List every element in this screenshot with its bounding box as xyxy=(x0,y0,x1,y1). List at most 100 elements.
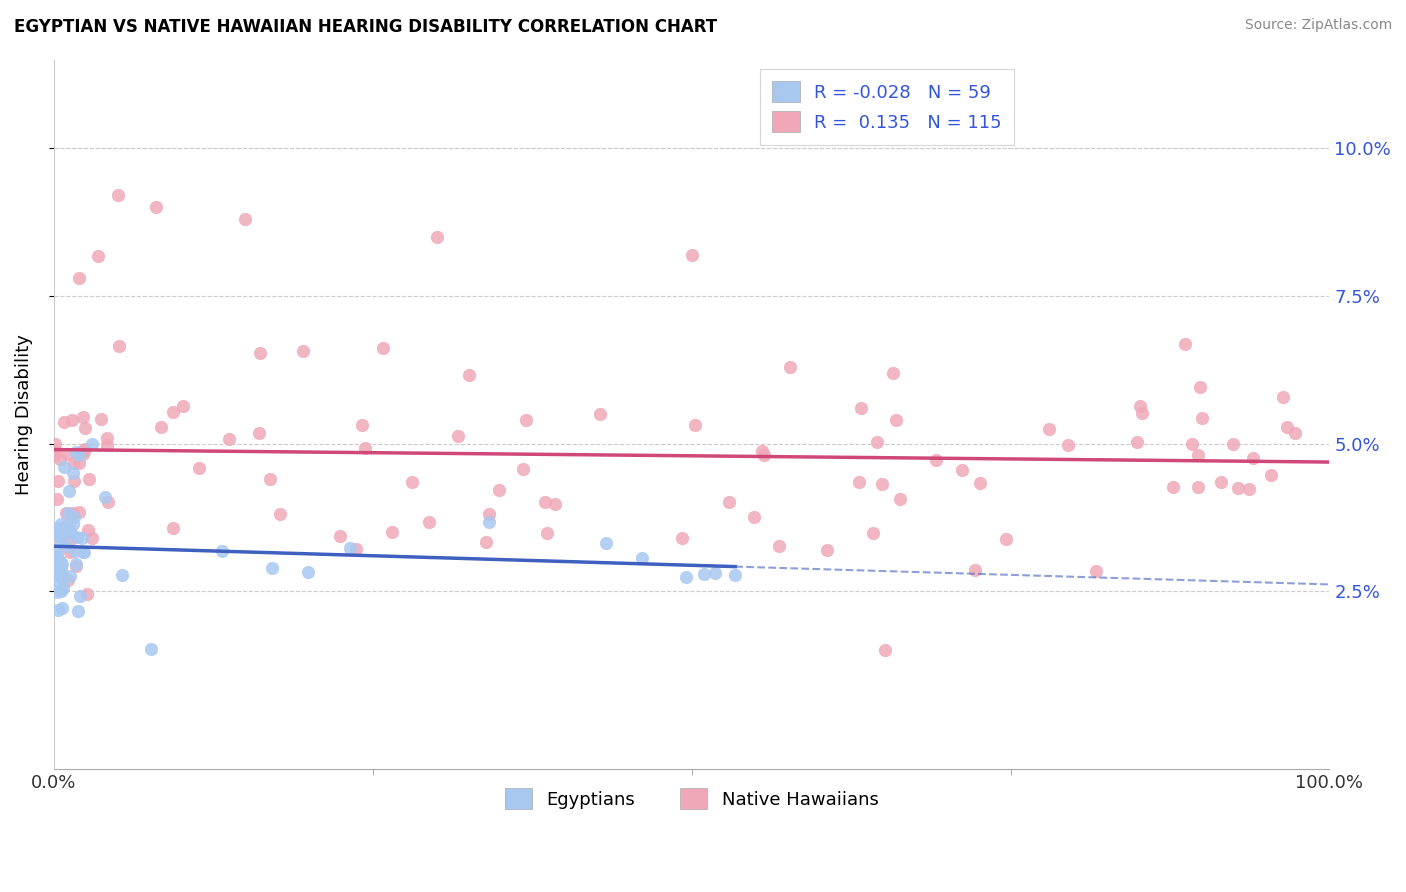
Point xyxy=(59,533,82,547)
Point xyxy=(1241,451,1264,466)
Point xyxy=(475,535,498,549)
Point xyxy=(1222,437,1244,451)
Point xyxy=(94,490,117,504)
Point xyxy=(45,549,67,563)
Point xyxy=(630,550,652,565)
Point xyxy=(51,568,73,582)
Point xyxy=(882,366,904,380)
Point xyxy=(139,641,162,656)
Point xyxy=(1181,437,1204,451)
Point xyxy=(1226,481,1249,495)
Point xyxy=(969,476,991,491)
Point xyxy=(44,567,66,582)
Point xyxy=(950,463,973,477)
Point xyxy=(218,432,240,446)
Point xyxy=(72,443,94,458)
Point xyxy=(46,584,69,599)
Point xyxy=(73,442,96,457)
Point xyxy=(72,409,94,424)
Point xyxy=(46,561,69,575)
Point xyxy=(62,456,84,470)
Point xyxy=(884,413,907,427)
Point xyxy=(866,434,889,449)
Point xyxy=(589,407,612,421)
Point xyxy=(46,475,69,489)
Point xyxy=(751,444,773,458)
Point xyxy=(595,535,617,549)
Point xyxy=(1284,425,1306,440)
Point xyxy=(534,495,557,509)
Point xyxy=(56,573,79,587)
Legend: Egyptians, Native Hawaiians: Egyptians, Native Hawaiians xyxy=(498,781,886,816)
Point xyxy=(354,441,377,455)
Point xyxy=(49,451,72,466)
Point xyxy=(62,506,84,520)
Point xyxy=(211,544,233,558)
Point xyxy=(49,560,72,574)
Point xyxy=(1126,435,1149,450)
Point xyxy=(97,495,120,509)
Point xyxy=(329,529,352,543)
Point xyxy=(381,524,404,539)
Point xyxy=(52,416,75,430)
Point xyxy=(742,510,765,524)
Point xyxy=(62,517,84,532)
Point xyxy=(63,510,86,524)
Point xyxy=(259,472,281,486)
Point xyxy=(56,447,79,461)
Point xyxy=(44,445,66,459)
Point xyxy=(82,436,104,450)
Point xyxy=(162,521,184,535)
Point xyxy=(418,515,440,529)
Point xyxy=(76,523,98,537)
Point xyxy=(51,536,73,550)
Point xyxy=(145,200,167,214)
Point xyxy=(60,525,83,540)
Point xyxy=(45,491,67,506)
Point xyxy=(1260,467,1282,482)
Point xyxy=(44,437,66,451)
Point xyxy=(53,460,76,475)
Point xyxy=(96,432,118,446)
Point xyxy=(249,346,271,360)
Point xyxy=(107,188,129,202)
Point xyxy=(779,360,801,375)
Point xyxy=(150,420,173,434)
Point xyxy=(108,339,131,353)
Point xyxy=(724,568,747,582)
Point xyxy=(1038,422,1060,436)
Point xyxy=(62,467,84,481)
Point xyxy=(718,495,741,509)
Point xyxy=(66,530,89,544)
Point xyxy=(69,589,91,603)
Point xyxy=(65,445,87,459)
Point xyxy=(925,453,948,467)
Point xyxy=(67,456,90,470)
Point xyxy=(63,474,86,488)
Point xyxy=(55,519,77,533)
Point xyxy=(1272,390,1295,404)
Point xyxy=(488,483,510,498)
Point xyxy=(48,529,70,543)
Point xyxy=(1056,438,1078,452)
Point xyxy=(45,526,67,541)
Point xyxy=(889,492,911,507)
Point xyxy=(1237,482,1260,496)
Point xyxy=(73,545,96,559)
Point xyxy=(262,561,284,575)
Point xyxy=(752,448,775,462)
Point xyxy=(72,447,94,461)
Point xyxy=(704,566,727,581)
Point xyxy=(66,604,89,618)
Text: Source: ZipAtlas.com: Source: ZipAtlas.com xyxy=(1244,18,1392,32)
Point xyxy=(73,420,96,434)
Point xyxy=(52,581,75,595)
Point xyxy=(51,558,73,572)
Point xyxy=(1209,475,1232,489)
Point xyxy=(76,587,98,601)
Point xyxy=(1174,337,1197,351)
Point xyxy=(536,525,558,540)
Point xyxy=(815,542,838,557)
Point xyxy=(346,541,368,556)
Point xyxy=(478,507,501,521)
